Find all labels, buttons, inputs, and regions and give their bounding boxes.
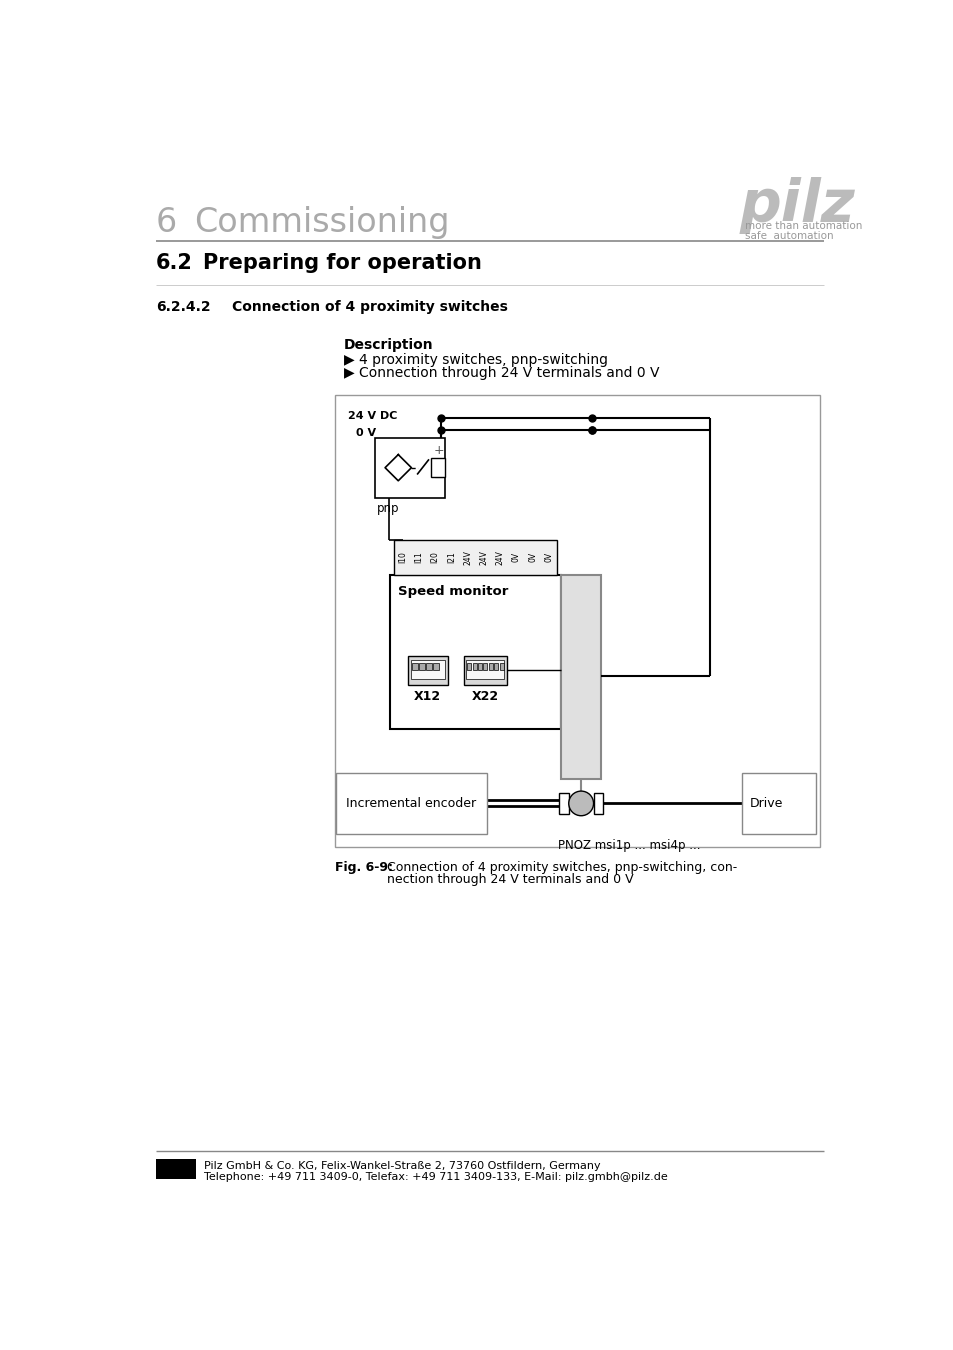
- Text: Description: Description: [344, 338, 434, 351]
- Bar: [483, 663, 487, 670]
- Text: 0V: 0V: [544, 552, 553, 563]
- Text: Speed monitor: Speed monitor: [397, 586, 508, 598]
- Text: I20: I20: [430, 551, 439, 563]
- Bar: [488, 663, 493, 670]
- Bar: [155, 1160, 195, 1179]
- Bar: [394, 540, 557, 575]
- Text: 6: 6: [155, 207, 176, 239]
- Text: safe  automation: safe automation: [744, 231, 833, 242]
- Bar: [467, 663, 471, 670]
- Text: ▶ 4 proximity switches, pnp-switching: ▶ 4 proximity switches, pnp-switching: [344, 352, 607, 367]
- Text: X12: X12: [414, 690, 441, 703]
- Bar: [426, 663, 431, 670]
- Bar: [464, 656, 506, 684]
- Text: 0V: 0V: [528, 552, 537, 563]
- Text: pilz: pilz: [739, 177, 854, 235]
- Bar: [335, 394, 819, 848]
- Text: 6.2.4.2: 6.2.4.2: [155, 300, 210, 313]
- Text: Incremental encoder: Incremental encoder: [345, 796, 476, 810]
- Text: Connection of 4 proximity switches: Connection of 4 proximity switches: [232, 300, 507, 313]
- Bar: [412, 663, 417, 670]
- Text: I10: I10: [397, 551, 407, 563]
- Text: Pilz GmbH & Co. KG, Felix-Wankel-Straße 2, 73760 Ostfildern, Germany: Pilz GmbH & Co. KG, Felix-Wankel-Straße …: [204, 1161, 600, 1170]
- Bar: [741, 772, 815, 834]
- Bar: [472, 663, 476, 670]
- Text: +: +: [434, 444, 444, 456]
- Text: 24V: 24V: [462, 549, 472, 564]
- Bar: [433, 663, 438, 670]
- Text: PNOZ msi1p ... msi4p ...: PNOZ msi1p ... msi4p ...: [558, 838, 700, 852]
- Text: Fig. 6-9:: Fig. 6-9:: [335, 861, 393, 875]
- Text: I21: I21: [446, 552, 456, 563]
- Text: 6-8: 6-8: [165, 1162, 187, 1176]
- Text: 6.2: 6.2: [155, 252, 193, 273]
- Bar: [558, 792, 568, 814]
- Text: 24V: 24V: [479, 549, 488, 564]
- Text: Preparing for operation: Preparing for operation: [203, 252, 481, 273]
- Text: 24 V DC: 24 V DC: [348, 410, 396, 421]
- Bar: [560, 575, 600, 779]
- Bar: [593, 792, 602, 814]
- Text: X22: X22: [472, 690, 498, 703]
- Bar: [410, 660, 444, 679]
- Bar: [466, 660, 504, 679]
- Bar: [418, 663, 424, 670]
- Bar: [431, 459, 444, 477]
- Text: pnp: pnp: [376, 502, 398, 514]
- Text: Commissioning: Commissioning: [194, 207, 450, 239]
- Text: 0V: 0V: [512, 552, 520, 563]
- Text: 0 V: 0 V: [355, 428, 375, 439]
- Text: I11: I11: [414, 552, 423, 563]
- Text: ▶ Connection through 24 V terminals and 0 V: ▶ Connection through 24 V terminals and …: [344, 366, 659, 381]
- Circle shape: [568, 791, 593, 815]
- Bar: [499, 663, 503, 670]
- Bar: [335, 772, 487, 834]
- Bar: [477, 663, 481, 670]
- Bar: [390, 575, 560, 729]
- Text: 24V: 24V: [496, 549, 504, 564]
- Text: Telephone: +49 711 3409-0, Telefax: +49 711 3409-133, E-Mail: pilz.gmbh@pilz.de: Telephone: +49 711 3409-0, Telefax: +49 …: [204, 1172, 667, 1183]
- Bar: [407, 656, 447, 684]
- Text: Drive: Drive: [749, 796, 782, 810]
- Text: Connection of 4 proximity switches, pnp-switching, con-: Connection of 4 proximity switches, pnp-…: [387, 861, 737, 875]
- Bar: [375, 437, 444, 498]
- Text: −: −: [434, 471, 444, 485]
- Text: more than automation: more than automation: [744, 220, 862, 231]
- Bar: [494, 663, 497, 670]
- Text: nection through 24 V terminals and 0 V: nection through 24 V terminals and 0 V: [387, 873, 634, 887]
